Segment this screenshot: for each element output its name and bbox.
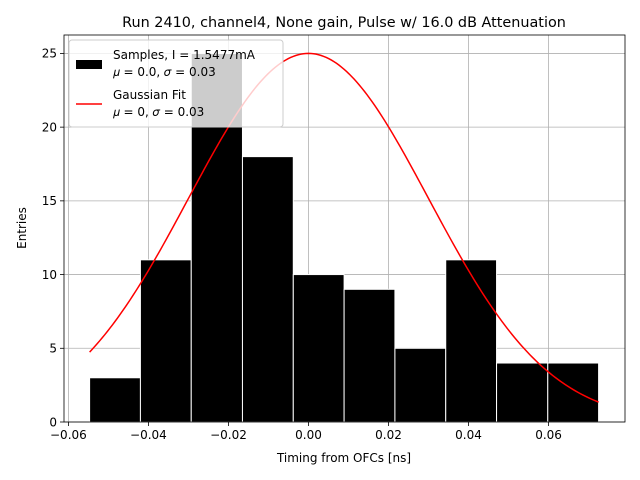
y-tick-label: 5: [49, 342, 57, 356]
gaussian-fit-curve: [89, 52, 599, 403]
legend-samples-swatch: [76, 60, 102, 69]
x-axis-ticks: −0.06 −0.04 −0.02 0.00 0.02 0.04 0.06: [50, 422, 562, 442]
y-axis-label: Entries: [15, 207, 29, 249]
y-tick-label: 15: [42, 194, 57, 208]
y-axis-ticks: 0 5 10 15 20 25: [42, 47, 64, 429]
x-axis-label: Timing from OFCs [ns]: [276, 451, 411, 465]
histogram-bar: [241, 156, 294, 423]
histogram-bar: [394, 347, 447, 423]
x-tick-label: 0.02: [375, 428, 402, 442]
y-tick-label: 0: [49, 415, 57, 429]
x-tick-label: 0.06: [535, 428, 562, 442]
x-tick-label: 0.00: [295, 428, 322, 442]
y-tick-label: 20: [42, 120, 57, 134]
histogram-bar: [547, 362, 600, 423]
x-tick-label: −0.06: [50, 428, 87, 442]
histogram-bars: [89, 52, 600, 423]
histogram-bar: [292, 274, 345, 423]
legend-fit-label-line2: 𝜇 = 0, 𝜎 = 0.03: [113, 105, 204, 119]
histogram-bar: [89, 377, 141, 423]
legend-samples-label-line1: Samples, I = 1.5477mA: [113, 48, 256, 62]
legend: Samples, I = 1.5477mA 𝜇 = 0.0, 𝜎 = 0.03 …: [68, 39, 284, 128]
histogram-bar: [139, 259, 192, 423]
histogram-bar: [496, 362, 549, 423]
histogram-bar: [445, 259, 498, 423]
legend-samples-label-line2: 𝜇 = 0.0, 𝜎 = 0.03: [113, 65, 216, 79]
plot-frame: [63, 34, 626, 423]
histogram-bar: [343, 288, 396, 423]
legend-fit-label-line1: Gaussian Fit: [113, 88, 186, 102]
y-tick-label: 25: [42, 47, 57, 61]
x-tick-label: −0.02: [210, 428, 247, 442]
x-tick-label: 0.04: [455, 428, 482, 442]
x-tick-label: −0.04: [130, 428, 167, 442]
y-tick-label: 10: [42, 268, 57, 282]
legend-box: [68, 39, 284, 128]
chart-title: Run 2410, channel4, None gain, Pulse w/ …: [122, 15, 566, 31]
